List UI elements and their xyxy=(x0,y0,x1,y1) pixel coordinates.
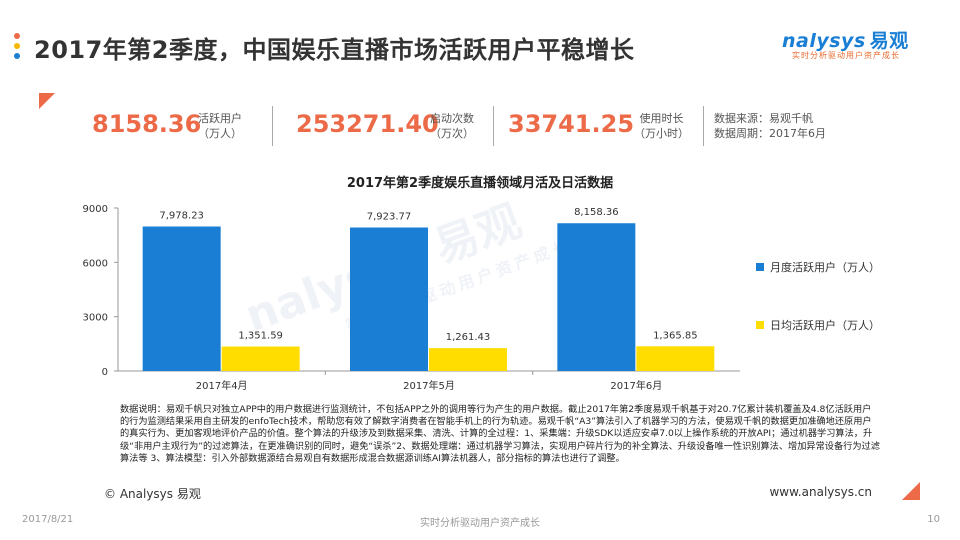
logo-brand: nalysys xyxy=(782,30,866,52)
legend-item-monthly: 月度活跃用户（万人） xyxy=(756,259,880,275)
data-label: 8,158.36 xyxy=(574,207,619,218)
page-number: 10 xyxy=(927,514,940,525)
kpi-value: 8158.36 xyxy=(92,110,202,138)
kpi-divider xyxy=(493,106,494,146)
x-tick-label: 2017年4月 xyxy=(196,379,248,392)
x-tick-label: 2017年5月 xyxy=(403,379,455,392)
bar xyxy=(636,346,715,371)
y-tick-label: 3000 xyxy=(83,313,108,324)
legend-swatch xyxy=(756,263,764,271)
legend-label: 月度活跃用户（万人） xyxy=(770,261,880,274)
kpi-label: 使用时长 （万小时） xyxy=(634,112,689,140)
bar xyxy=(221,346,300,371)
analysys-logo: nalysys 易观 实时分析驱动用户资产成长 xyxy=(782,24,932,66)
kpi-label: 启动次数 （万次） xyxy=(430,112,474,140)
legend-label: 日均活跃用户（万人） xyxy=(770,319,880,332)
footer-copyright: © Analysys 易观 xyxy=(104,487,201,501)
kpi-label: 活跃用户 （万人） xyxy=(198,112,242,140)
y-tick-label: 9000 xyxy=(83,204,108,215)
kpi-value: 33741.25 xyxy=(508,110,635,138)
logo-tagline: 实时分析驱动用户资产成长 xyxy=(792,51,900,60)
data-source: 数据来源：易观千帆 数据周期：2017年6月 xyxy=(714,112,826,140)
legend-swatch xyxy=(756,321,764,329)
corner-triangle-bottom xyxy=(902,482,920,500)
title-dot xyxy=(14,33,20,39)
data-label: 1,351.59 xyxy=(238,331,283,342)
y-tick-label: 6000 xyxy=(83,258,108,269)
title-dot xyxy=(14,43,20,49)
corner-triangle-top xyxy=(39,93,55,109)
kpi-divider xyxy=(703,106,704,146)
data-label: 7,978.23 xyxy=(159,211,204,222)
title-dots xyxy=(14,33,22,63)
footer-date: 2017/8/21 xyxy=(22,514,74,525)
legend-item-daily: 日均活跃用户（万人） xyxy=(756,317,880,333)
bar xyxy=(142,226,221,371)
bar xyxy=(429,348,507,371)
kpi-divider xyxy=(272,106,273,146)
data-label: 7,923.77 xyxy=(367,211,412,222)
data-label: 1,365.85 xyxy=(653,330,698,341)
logo-brand-cn: 易观 xyxy=(869,30,909,52)
title-dot xyxy=(14,53,20,59)
kpi-value: 253271.40 xyxy=(296,110,439,138)
footer-slogan: 实时分析驱动用户资产成长 xyxy=(420,518,540,529)
bar xyxy=(557,223,636,371)
data-note: 数据说明：易观千帆只对独立APP中的用户数据进行监测统计，不包括APP之外的调用… xyxy=(120,404,880,464)
bar xyxy=(350,227,428,371)
chart-title: 2017年第2季度娱乐直播领域月活及日活数据 xyxy=(346,176,614,191)
data-label: 1,261.43 xyxy=(446,332,491,343)
x-tick-label: 2017年6月 xyxy=(610,379,662,392)
kpi-bar: 8158.36 活跃用户 （万人） 253271.40 启动次数 （万次） 3374… xyxy=(88,106,878,146)
page-title: 2017年第2季度，中国娱乐直播市场活跃用户平稳增长 xyxy=(34,36,635,64)
footer-website[interactable]: www.analysys.cn xyxy=(769,485,872,499)
y-tick-label: 0 xyxy=(102,367,108,378)
